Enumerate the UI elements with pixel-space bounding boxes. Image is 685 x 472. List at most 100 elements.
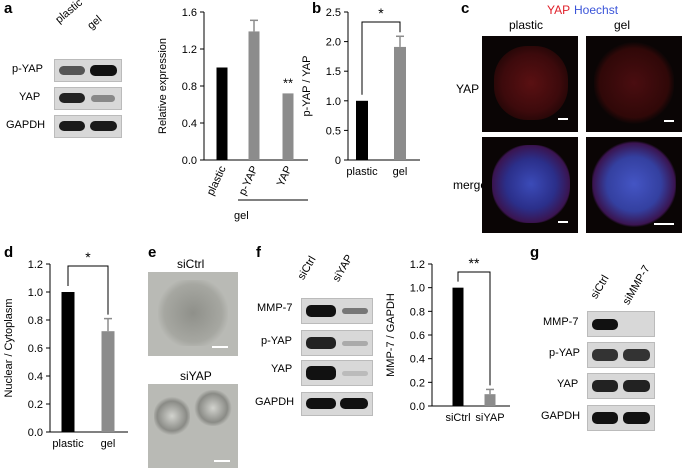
blot-band <box>592 349 618 361</box>
scale-bar <box>212 346 228 348</box>
blot-row-label: YAP <box>19 91 41 103</box>
blot-strip <box>301 360 373 386</box>
row-label-yap: YAP <box>456 82 480 96</box>
phase-image-sictrl <box>148 272 238 356</box>
blot-band <box>340 398 368 409</box>
cell-cluster <box>494 46 568 120</box>
blot-band <box>306 337 336 349</box>
panel-letter-c: c <box>461 0 470 17</box>
row-label-merge: merge <box>453 178 488 192</box>
category-label: gel <box>101 438 116 450</box>
significance-marker: ** <box>469 255 480 271</box>
cell-cluster <box>194 390 232 426</box>
y-tick-label: 0.8 <box>182 81 197 93</box>
panel-letter-b: b <box>312 0 322 17</box>
y-tick-label: 0 <box>335 155 341 167</box>
y-tick-label: 0.0 <box>182 155 197 167</box>
legend-hoechst: Hoechst <box>574 3 619 17</box>
category-label: siCtrl <box>445 412 470 424</box>
category-label: plastic <box>346 166 378 178</box>
blot-row-label: p-YAP <box>549 347 580 359</box>
y-tick-label: 0.4 <box>410 354 425 366</box>
blot-band <box>342 371 368 376</box>
category-label: p-YAP <box>237 164 261 197</box>
blot-band <box>90 65 117 76</box>
panel-letter-d: d <box>4 244 14 261</box>
blot-lane-label: plastic <box>53 0 85 26</box>
blot-band <box>592 319 618 330</box>
blot-band <box>623 380 650 392</box>
bar <box>101 331 115 432</box>
blot-strip <box>54 59 122 82</box>
y-tick-label: 0.6 <box>410 330 425 342</box>
blot-lane-label: gel <box>85 13 105 32</box>
y-tick-label: 0.5 <box>326 125 341 137</box>
panel-letter-f: f <box>256 244 261 261</box>
y-tick-label: 0.2 <box>410 377 425 389</box>
scale-bar <box>214 460 230 462</box>
y-tick-label: 1.2 <box>410 259 425 271</box>
blot-band <box>623 412 650 424</box>
category-label: gel <box>393 166 408 178</box>
blot-row-label: GAPDH <box>541 410 581 422</box>
bar <box>61 292 75 432</box>
col-label-gel: gel <box>614 18 631 32</box>
category-label: YAP <box>275 164 295 188</box>
blot-band <box>59 121 85 131</box>
significance-marker: * <box>378 5 384 21</box>
chart-f: 0.0 0.2 0.4 0.6 0.8 1.0 1.2 MMP-7 / GAPDH siCtrl… <box>385 255 510 424</box>
blot-strip <box>587 405 655 431</box>
scale-bar <box>664 120 674 122</box>
y-tick-label: 2.0 <box>326 37 341 49</box>
bar <box>356 100 368 160</box>
cell-cluster <box>594 42 674 124</box>
blot-band <box>623 349 650 361</box>
blot-row-label: YAP <box>271 363 293 375</box>
blot-band <box>59 93 85 103</box>
blot-band <box>592 380 618 392</box>
category-label: plastic <box>205 164 229 198</box>
significance-bracket <box>361 21 401 95</box>
y-axis-label: MMP-7 / GAPDH <box>385 293 397 377</box>
y-axis-label: Relative expression <box>157 38 169 134</box>
blot-strip <box>301 392 373 416</box>
significance-bracket <box>67 265 109 315</box>
y-tick-label: 1.6 <box>182 7 197 19</box>
micrograph-yap-plastic <box>482 36 578 132</box>
y-tick-label: 0.8 <box>28 315 43 327</box>
y-tick-label: 1.2 <box>28 259 43 271</box>
blot-band <box>306 305 336 317</box>
panel-letter-g: g <box>530 244 540 261</box>
blot-row-label: MMP-7 <box>543 316 579 328</box>
blot-strip <box>587 311 655 337</box>
bar <box>216 67 228 160</box>
category-label: plastic <box>52 438 84 450</box>
blot-band <box>306 398 336 409</box>
y-tick-label: 0.8 <box>410 306 425 318</box>
blot-lane-label: siCtrl <box>588 273 612 301</box>
cell-cluster <box>158 280 228 346</box>
blot-band <box>91 95 115 102</box>
blot-row-label: p-YAP <box>261 335 292 347</box>
blot-row-label: p-YAP <box>12 63 43 75</box>
blot-row-label: YAP <box>557 378 579 390</box>
blot-lane-label: siYAP <box>330 252 356 284</box>
y-tick-label: 1.0 <box>326 96 341 108</box>
blot-band <box>59 66 85 75</box>
y-tick-label: 1.2 <box>182 44 197 56</box>
significance-bracket <box>457 271 491 386</box>
blot-strip <box>54 87 122 110</box>
blot-row-label: GAPDH <box>6 119 46 131</box>
y-axis-label: Nuclear / Cytoplasm <box>3 298 15 397</box>
cell-cluster <box>592 141 676 227</box>
y-tick-label: 1.0 <box>28 287 43 299</box>
y-tick-label: 0.2 <box>28 399 43 411</box>
bar <box>394 46 406 160</box>
significance-marker: * <box>85 249 91 265</box>
cell-cluster <box>154 396 190 436</box>
phase-label-sictrl: siCtrl <box>177 257 205 271</box>
blot-band <box>592 412 618 424</box>
bar <box>452 287 464 406</box>
blot-band <box>342 308 368 314</box>
panel-letter-a: a <box>4 0 13 17</box>
